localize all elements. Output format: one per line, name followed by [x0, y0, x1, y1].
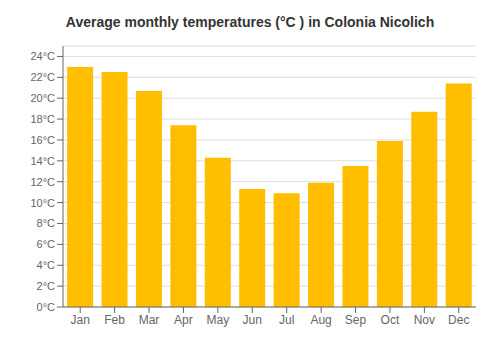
svg-text:Apr: Apr: [174, 313, 193, 327]
svg-text:Mar: Mar: [139, 313, 160, 327]
html-text:Average monthly temperatures (: Average monthly temperatures (°C ) in Co…: [65, 14, 435, 30]
svg-text:24°C: 24°C: [30, 50, 55, 62]
svg-text:Nov: Nov: [414, 313, 435, 327]
svg-text:18°C: 18°C: [30, 113, 55, 125]
svg-text:May: May: [207, 313, 230, 327]
svg-text:22°C: 22°C: [30, 71, 55, 83]
svg-text:Sep: Sep: [345, 313, 367, 327]
svg-text:8°C: 8°C: [37, 217, 56, 229]
svg-text:Oct: Oct: [381, 313, 400, 327]
svg-text:Dec: Dec: [448, 313, 469, 327]
svg-text:4°C: 4°C: [37, 259, 56, 271]
svg-text:0°C: 0°C: [37, 301, 56, 313]
svg-text:Jan: Jan: [71, 313, 90, 327]
svg-text:Aug: Aug: [310, 313, 331, 327]
svg-text:20°C: 20°C: [30, 92, 55, 104]
svg-text:Jun: Jun: [243, 313, 262, 327]
svg-text:12°C: 12°C: [30, 176, 55, 188]
svg-text:16°C: 16°C: [30, 134, 55, 146]
svg-text:2°C: 2°C: [37, 280, 56, 292]
svg-text:Feb: Feb: [104, 313, 125, 327]
svg-text:6°C: 6°C: [37, 238, 56, 250]
svg-text:14°C: 14°C: [30, 155, 55, 167]
svg-text:10°C: 10°C: [30, 197, 55, 209]
svg-text:Jul: Jul: [279, 313, 294, 327]
